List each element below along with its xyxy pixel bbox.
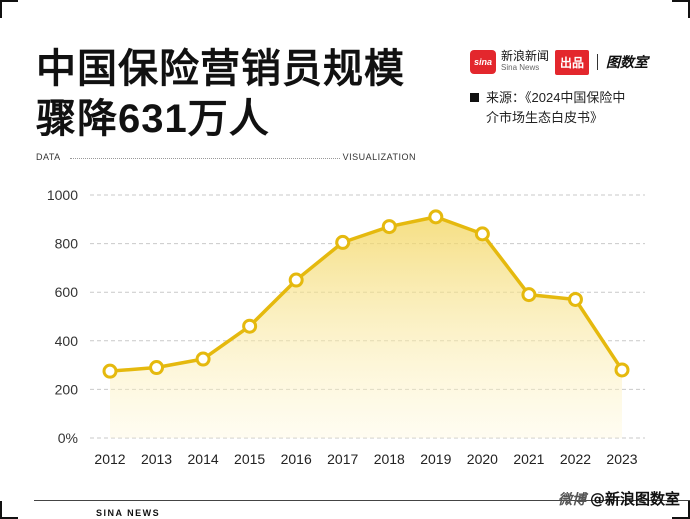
data-point: [428, 209, 444, 225]
source-line-1: 来源：《2024中国保险中: [470, 88, 670, 108]
sina-brand-text: 新浪新闻 Sina News: [501, 50, 549, 74]
footer-watermark: 微博 @新浪图数室: [558, 488, 680, 509]
data-point: [474, 226, 490, 242]
title-line-1: 中国保险营销员规模: [36, 47, 405, 91]
data-point: [567, 291, 583, 307]
chart-title: 中国保险营销员规模 骤降631万人: [36, 44, 436, 144]
y-tick-label: 0%: [58, 430, 78, 446]
x-tick-label: 2017: [327, 451, 358, 467]
x-tick-label: 2016: [281, 451, 312, 467]
frame-corner-top-right: [672, 0, 690, 18]
y-tick-label: 800: [55, 236, 79, 252]
source-line-2: 介市场生态白皮书》: [486, 110, 604, 125]
data-point: [335, 234, 351, 250]
x-tick-label: 2014: [188, 451, 219, 467]
x-tick-labels: 2012 2013 2014 2015 2016 2017 2018 2019 2020 2021…: [94, 451, 637, 467]
data-point: [195, 351, 211, 367]
brand-bar: sina 新浪新闻 Sina News 出品 图数室: [470, 48, 648, 76]
area-fill: [110, 216, 622, 438]
x-tick-label: 2019: [420, 451, 451, 467]
x-tick-label: 2022: [560, 451, 591, 467]
square-bullet-icon: [470, 93, 479, 102]
footer-divider: [34, 500, 690, 501]
brand-divider: [597, 54, 599, 70]
data-visualization-header: DATA VISUALIZATION: [36, 152, 416, 164]
data-points: [102, 209, 630, 379]
source-text-1: 来源：《2024中国保险中: [486, 90, 626, 105]
sina-cn-label: 新浪新闻: [501, 49, 550, 63]
x-tick-label: 2013: [141, 451, 172, 467]
data-point: [381, 219, 397, 235]
weibo-logo-text: 微博: [557, 491, 586, 508]
data-point: [614, 362, 630, 378]
visualization-label: VISUALIZATION: [342, 152, 416, 162]
sina-logo-icon: sina: [470, 50, 496, 74]
y-tick-label: 200: [55, 381, 79, 397]
x-tick-label: 2020: [467, 451, 498, 467]
data-point: [242, 318, 258, 334]
frame-corner-bottom-left: [0, 501, 18, 519]
dotted-divider: [70, 158, 340, 159]
x-tick-label: 2012: [94, 451, 125, 467]
data-point: [521, 287, 537, 303]
chupin-badge: 出品: [555, 49, 590, 75]
y-tick-labels: 0% 200 400 600 800 1000: [47, 187, 78, 446]
sina-en-label: Sina News: [501, 63, 540, 72]
y-tick-label: 1000: [47, 187, 78, 203]
x-tick-label: 2023: [606, 451, 637, 467]
data-point: [288, 272, 304, 288]
data-label: DATA: [36, 152, 61, 162]
footer-handle: @新浪图数室: [589, 490, 680, 508]
x-tick-label: 2021: [513, 451, 544, 467]
data-point: [149, 360, 165, 376]
series-line: [109, 215, 624, 373]
x-tick-label: 2015: [234, 451, 265, 467]
y-tick-label: 400: [55, 333, 79, 349]
frame-corner-top-left: [0, 0, 18, 18]
x-tick-label: 2018: [374, 451, 405, 467]
source-note: 来源：《2024中国保险中 介市场生态白皮书》: [470, 88, 670, 128]
y-tick-label: 600: [55, 284, 79, 300]
tushi-logo-text: 图数室: [606, 54, 649, 70]
title-line-2: 骤降631万人: [36, 97, 270, 141]
tushi-logo: 图数室: [606, 55, 648, 69]
frame-corner-bottom-right: [672, 501, 690, 519]
data-point: [102, 363, 118, 379]
footer-sina-news: SINA NEWS: [96, 508, 161, 518]
